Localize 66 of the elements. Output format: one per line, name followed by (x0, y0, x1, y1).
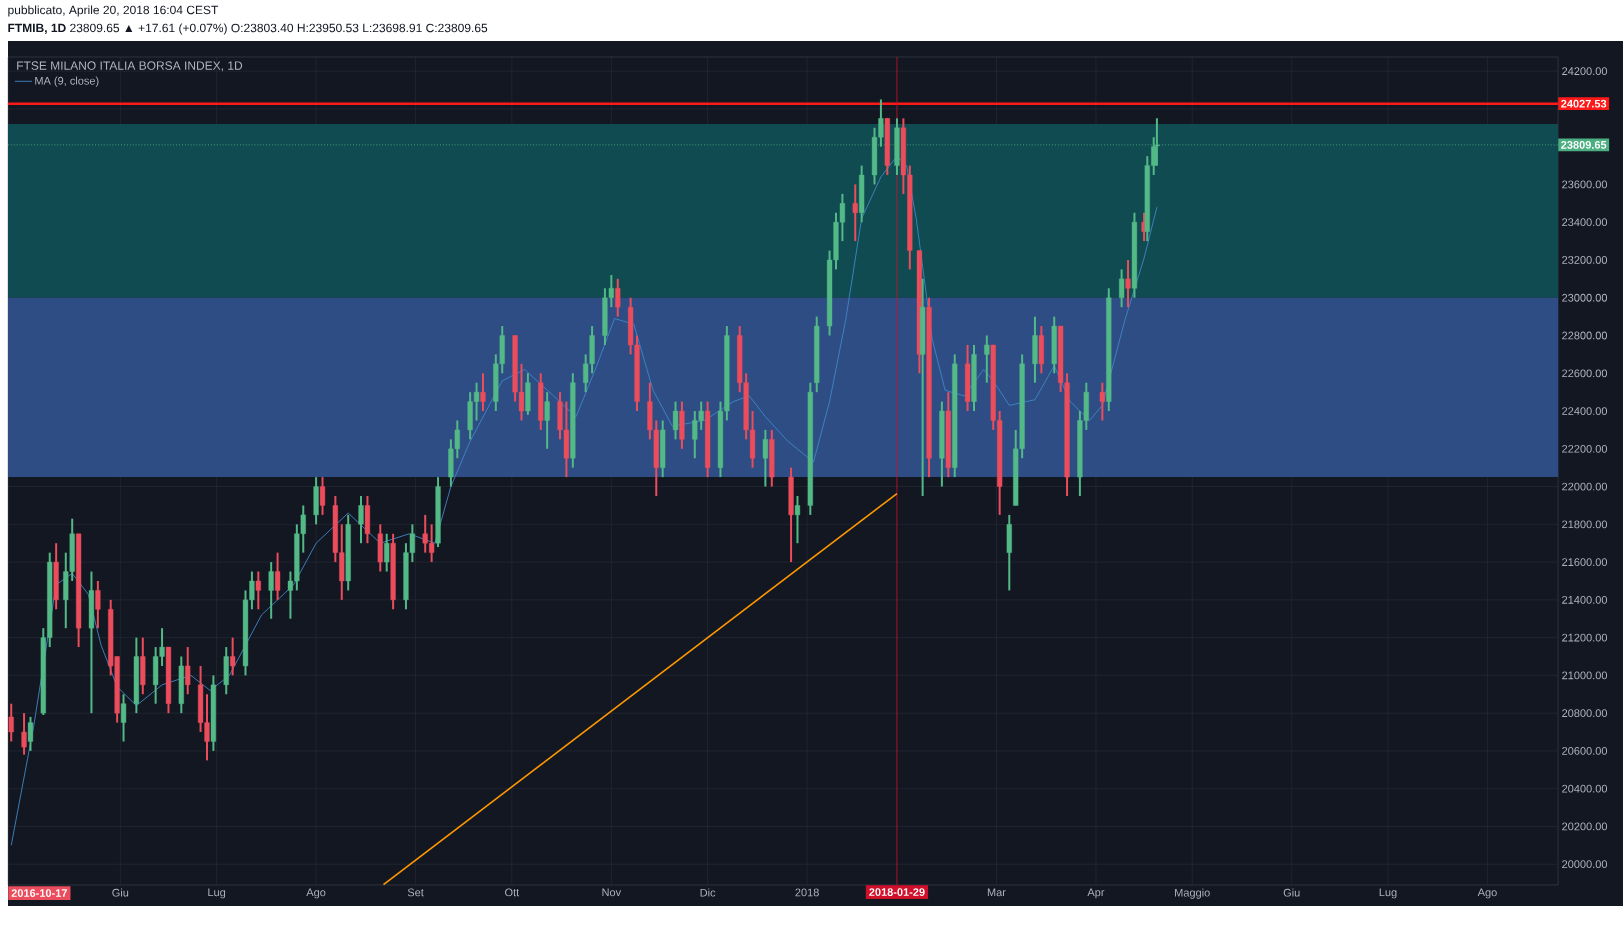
candlestick (480, 372, 486, 413)
candlestick (1119, 268, 1125, 309)
x-tick-label: Apr (1087, 888, 1105, 899)
y-tick-label: 20200.00 (1562, 822, 1608, 831)
x-tick-label: Maggio (1175, 888, 1210, 899)
x-tick-label: 2018 (795, 888, 819, 897)
candlestick (544, 391, 550, 450)
x-tick-label: Lug (1379, 888, 1397, 899)
y-tick-label: 23000.00 (1562, 293, 1608, 302)
y-tick-label: 22000.00 (1562, 482, 1608, 491)
y-tick-label: 21800.00 (1562, 520, 1608, 529)
x-tick-label: Set (407, 888, 424, 897)
x-tick-label: Ott (505, 888, 520, 897)
candlestick (27, 715, 34, 752)
candlestick (255, 570, 261, 611)
ref-line-label: 24027.53 (1561, 99, 1607, 108)
candlestick (8, 702, 14, 743)
x-tick-label: Giu (112, 888, 129, 897)
y-tick-label: 22200.00 (1562, 444, 1608, 453)
candlestick (384, 532, 390, 573)
candlestick (1125, 258, 1131, 309)
candlestick (185, 646, 191, 696)
candlestick (268, 561, 274, 620)
x-tick-label: Mar (987, 888, 1006, 897)
candlestick (615, 277, 621, 318)
candlestick (95, 579, 101, 630)
candlestick (852, 183, 858, 243)
y-tick-label: 21200.00 (1562, 633, 1608, 642)
candlestick (120, 693, 127, 743)
x-tick-label: Lug (208, 888, 226, 899)
y-tick-label: 22400.00 (1562, 407, 1608, 415)
x-tick-label: Ago (1477, 888, 1497, 899)
candlestick (21, 712, 27, 756)
candlestick (1099, 381, 1105, 422)
y-tick-label: 20600.00 (1562, 747, 1608, 755)
candlestick (358, 495, 364, 545)
x-tick-label: Nov (602, 888, 622, 897)
y-tick-label: 23600.00 (1562, 180, 1608, 189)
text: pubblicato, Aprile 20, 2018 16:04 CEST (8, 5, 219, 17)
x-tick-label: Ago (306, 888, 326, 899)
ref-line-label: 2018-01-29 (869, 888, 925, 896)
y-tick-label: 21400.00 (1562, 595, 1608, 604)
candlestick (230, 636, 236, 677)
candlestick (762, 428, 768, 488)
y-tick-label: 21600.00 (1562, 558, 1608, 566)
text: 2016-10-17 (11, 889, 67, 897)
candlestick (274, 551, 281, 601)
candlestick (984, 334, 990, 384)
x-tick-label: Giu (1283, 888, 1300, 897)
y-tick-label: 20800.00 (1562, 709, 1608, 718)
y-tick-label: 20000.00 (1562, 860, 1608, 869)
y-tick-label: 20400.00 (1562, 784, 1608, 793)
chart-title: FTSE MILANO ITALIA BORSA INDEX, 1D (17, 61, 243, 72)
legend-label: MA (9, close) (35, 76, 99, 87)
candlestick (319, 476, 326, 516)
candlestick (672, 400, 679, 441)
y-tick-label: 23400.00 (1562, 218, 1608, 227)
ref-line-label: 23809.65 (1561, 140, 1607, 149)
x-tick-label: Dic (700, 888, 716, 897)
y-tick-label: 24200.00 (1562, 67, 1608, 76)
y-tick-label: 21000.00 (1562, 671, 1608, 680)
chart-subtitle: FTMIB, 1D 23809.65 ▲ +17.61 (+0.07%) O:23803.40 H:23950.53 L:23698.91 C:23809.65 (8, 23, 488, 35)
y-tick-label: 22600.00 (1562, 369, 1608, 378)
candlestick (794, 495, 801, 545)
y-tick-label: 22800.00 (1562, 331, 1608, 340)
y-tick-label: 23200.00 (1562, 256, 1608, 264)
